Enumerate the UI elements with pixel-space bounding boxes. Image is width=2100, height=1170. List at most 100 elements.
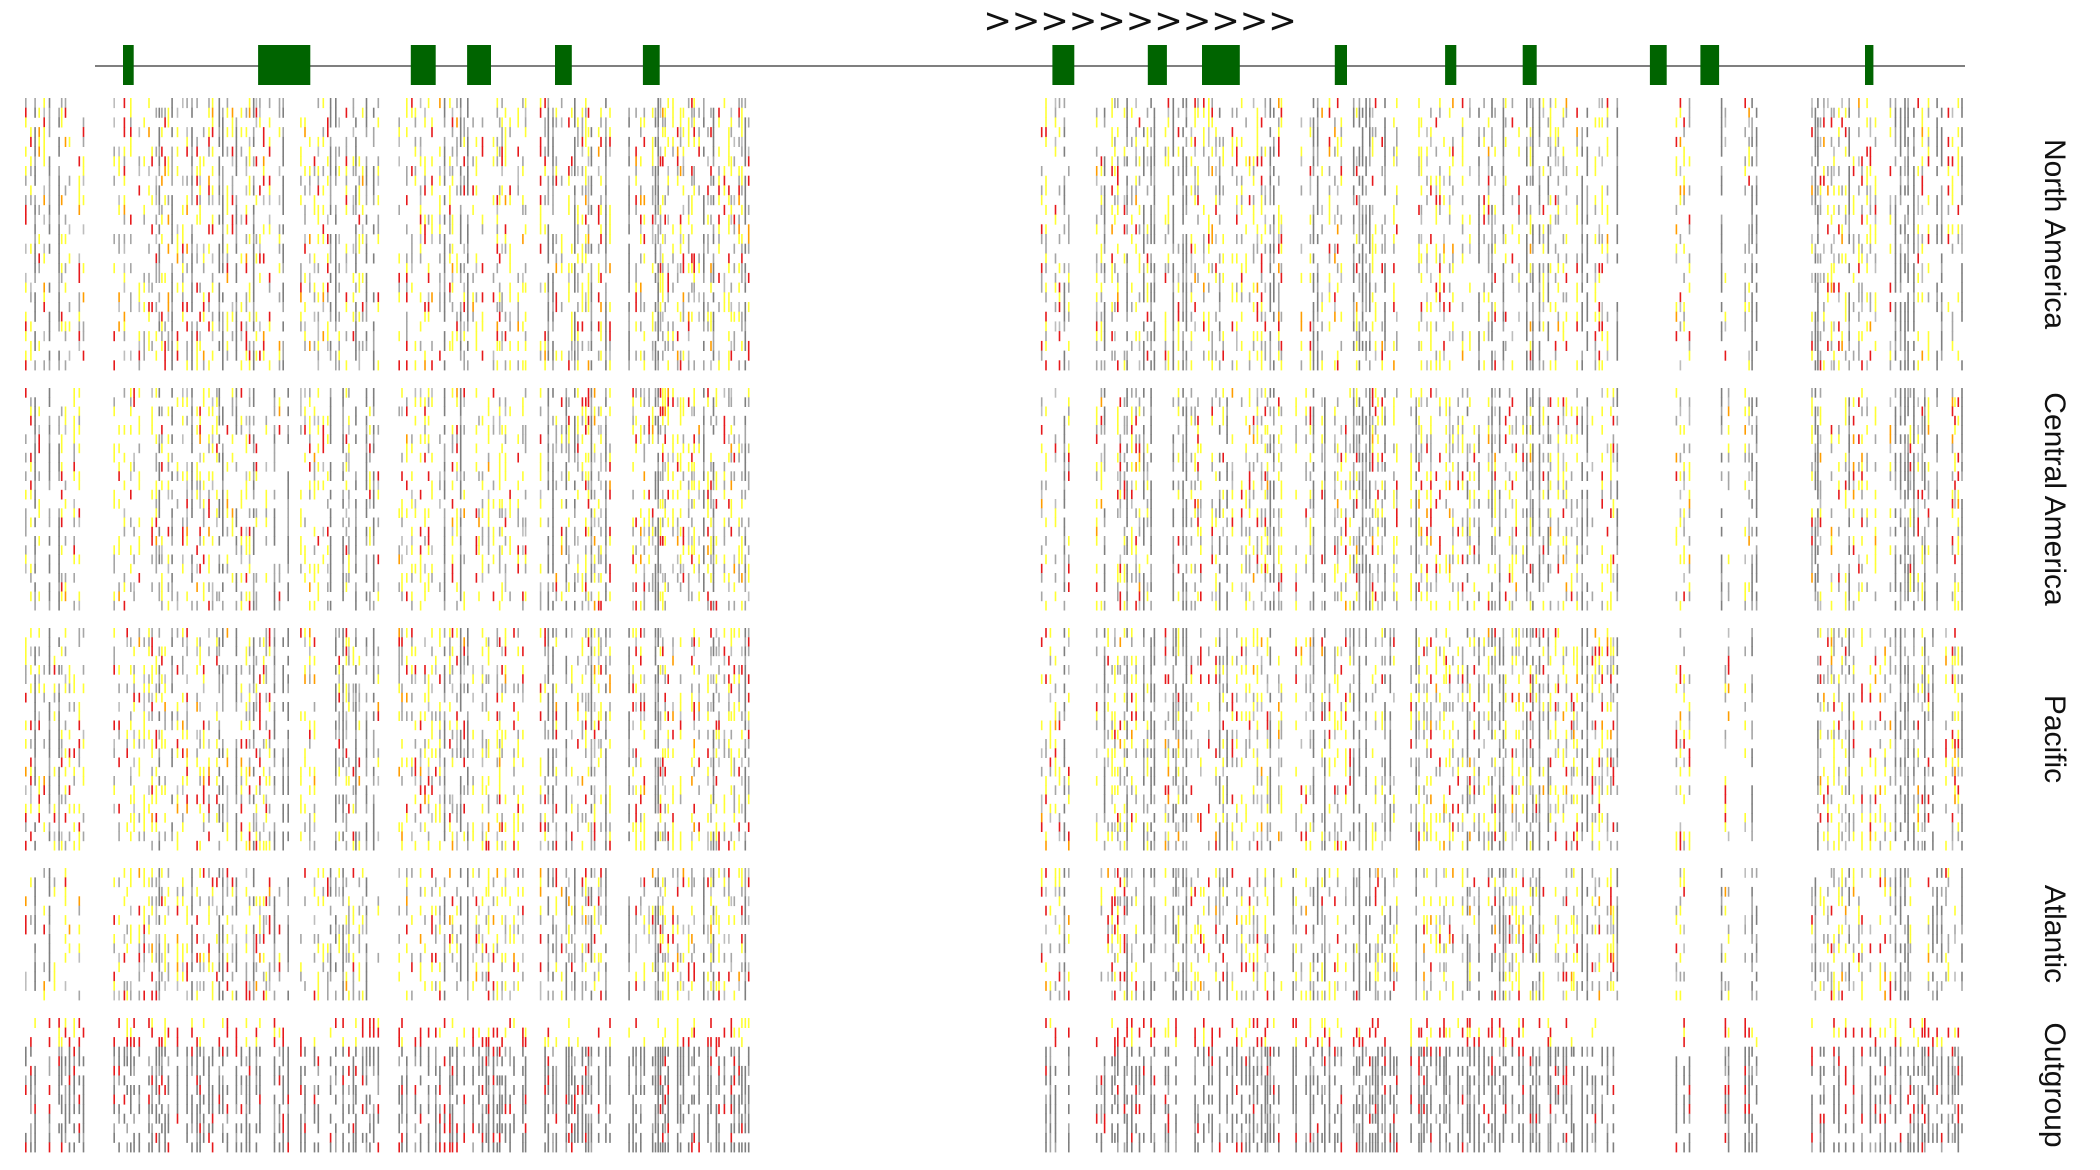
genotype-cell: [1755, 156, 1758, 167]
genotype-cell: [547, 340, 550, 351]
genotype-cell: [155, 107, 158, 118]
genotype-cell: [222, 489, 224, 500]
genotype-cell: [329, 536, 332, 546]
genotype-cell: [1143, 214, 1145, 225]
genotype-cell: [335, 282, 337, 293]
genotype-cell: [199, 563, 201, 574]
genotype-cell: [345, 136, 348, 147]
genotype-cell: [1312, 302, 1315, 313]
genotype-cell: [568, 117, 570, 128]
genotype-cell: [273, 397, 276, 407]
genotype-cell: [1197, 195, 1199, 206]
genotype-cell: [1278, 331, 1280, 342]
genotype-cell: [352, 243, 355, 254]
genotype-cell: [155, 545, 158, 555]
genotype-cell: [679, 311, 682, 322]
genotype-cell: [1744, 98, 1746, 109]
genotype-cell: [1393, 282, 1395, 293]
genotype-cell: [265, 499, 268, 509]
genotype-cell: [123, 526, 126, 537]
genotype-cell: [1355, 311, 1358, 322]
genotype-cell: [327, 263, 329, 274]
genotype-cell: [171, 554, 173, 565]
genotype-cell: [718, 117, 720, 128]
genotype-cell: [475, 156, 478, 167]
genotype-cell: [208, 146, 210, 157]
genotype-cell: [252, 302, 255, 313]
genotype-cell: [268, 185, 271, 196]
genotype-cell: [34, 425, 36, 435]
genotype-cell: [568, 292, 570, 303]
genotype-cell: [355, 185, 357, 196]
genotype-cell: [304, 117, 306, 128]
genotype-cell: [1830, 272, 1833, 283]
exon-11: [1445, 45, 1457, 85]
genotype-cell: [597, 292, 600, 303]
genotype-cell: [1215, 136, 1217, 147]
genotype-cell: [231, 311, 234, 322]
genotype-cell: [245, 263, 248, 274]
genotype-cell: [1418, 263, 1420, 274]
genotype-cell: [451, 340, 454, 351]
genotype-cell: [1138, 117, 1141, 128]
genotype-cell: [1961, 156, 1963, 167]
genotype-cell: [398, 204, 400, 215]
genotype-cell: [60, 195, 63, 206]
genotype-cell: [262, 175, 265, 186]
genotype-cell: [226, 499, 229, 509]
genotype-cell: [171, 471, 173, 481]
genotype-cell: [1040, 127, 1043, 138]
genotype-cell: [1819, 195, 1822, 206]
exon-1: [123, 45, 134, 85]
genotype-cell: [155, 195, 158, 206]
genotype-cell: [1260, 253, 1263, 264]
genotype-cell: [1858, 185, 1860, 196]
genotype-cell: [577, 127, 579, 138]
genotype-cell: [1256, 127, 1259, 138]
genotype-cell: [327, 545, 329, 555]
genotype-cell: [317, 563, 320, 574]
genotype-cell: [1435, 282, 1438, 293]
genotype-cell: [1899, 146, 1902, 157]
genotype-cell: [1278, 321, 1280, 332]
genotype-cell: [38, 434, 40, 444]
genotype-cell: [691, 224, 693, 235]
genotype-cell: [1117, 292, 1119, 303]
genotype-cell: [472, 117, 474, 128]
genotype-cell: [1384, 136, 1386, 147]
genotype-cell: [1936, 224, 1938, 235]
genotype-cell: [358, 185, 361, 196]
genotype-cell: [1264, 98, 1267, 109]
genotype-cell: [1369, 204, 1371, 215]
genotype-cell: [1095, 166, 1098, 177]
genotype-cell: [1940, 107, 1943, 118]
genotype-cell: [1358, 360, 1361, 371]
genotype-cell: [1177, 360, 1180, 371]
genotype-cell: [1744, 243, 1746, 254]
genotype-cell: [522, 195, 524, 206]
genotype-cell: [1334, 311, 1336, 322]
genotype-cell: [191, 331, 193, 342]
genotype-cell: [703, 360, 705, 371]
genotype-cell: [155, 508, 158, 518]
genotype-cell: [73, 573, 75, 583]
genotype-cell: [158, 321, 161, 332]
genotype-cell: [1280, 214, 1283, 225]
genotype-cell: [1138, 263, 1141, 274]
genotype-cell: [1921, 107, 1924, 118]
genotype-cell: [317, 331, 320, 342]
genotype-cell: [443, 282, 446, 293]
genotype-cell: [1396, 331, 1398, 342]
genotype-cell: [1913, 234, 1915, 245]
genotype-cell: [1894, 282, 1897, 293]
genotype-cell: [1936, 302, 1938, 313]
genotype-cell: [585, 234, 587, 245]
genotype-cell: [1755, 263, 1758, 274]
genotype-cell: [1361, 214, 1364, 225]
genotype-cell: [226, 98, 229, 109]
genotype-cell: [585, 214, 587, 225]
genotype-cell: [1899, 311, 1902, 322]
genotype-cell: [605, 234, 607, 245]
genotype-cell: [1103, 321, 1106, 332]
genotype-cell: [1913, 185, 1915, 196]
